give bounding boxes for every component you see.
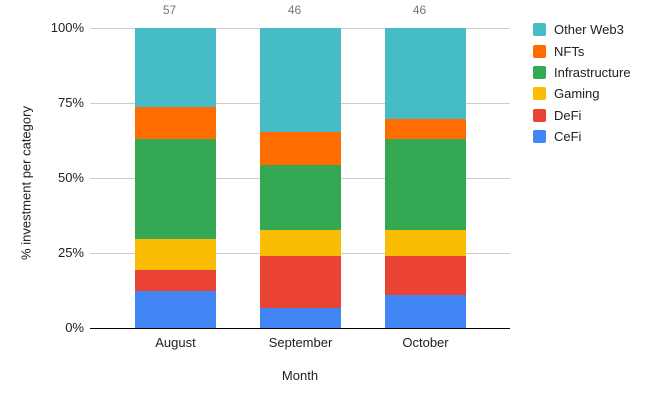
y-axis-tick-label: 50%: [57, 170, 84, 185]
legend-label: Infrastructure: [554, 64, 631, 80]
legend-label: DeFi: [554, 107, 582, 123]
legend-swatch-infrastructure: [533, 65, 546, 79]
legend-label: CeFi: [554, 129, 582, 145]
y-axis-tick-label: 100%: [50, 20, 84, 35]
plot-area: [90, 28, 510, 329]
bar-segment-infrastructure: [260, 164, 341, 231]
bar-segment-other-web3: [385, 28, 466, 120]
legend-item-cefi: CeFi: [533, 126, 631, 147]
bar-segment-nfts: [385, 119, 466, 139]
bar-total-annotation: 57: [162, 3, 177, 17]
legend-item-defi: DeFi: [533, 105, 631, 126]
x-axis-line: [90, 327, 510, 329]
legend-item-other-web3: Other Web3: [533, 19, 631, 40]
legend: Other Web3 NFTs Infrastructure Gaming DeFi Ce…: [533, 19, 631, 147]
bar-september: [260, 28, 341, 328]
legend-label: Gaming: [554, 86, 600, 102]
legend-swatch-other-web3: [533, 23, 546, 37]
legend-label: Other Web3: [554, 22, 624, 38]
bar-segment-other-web3: [260, 28, 341, 133]
bar-segment-gaming: [385, 230, 466, 257]
bar-segment-nfts: [135, 106, 216, 139]
bar-segment-infrastructure: [135, 138, 216, 239]
bar-october: [385, 28, 466, 328]
x-axis-title: Month: [281, 368, 319, 383]
legend-item-infrastructure: Infrastructure: [533, 62, 631, 83]
bar-segment-nfts: [260, 132, 341, 165]
bar-total-annotation: 46: [412, 3, 427, 17]
legend-swatch-nfts: [533, 44, 546, 58]
legend-swatch-gaming: [533, 87, 546, 101]
bar-segment-cefi: [135, 291, 216, 328]
bar-segment-cefi: [260, 308, 341, 328]
x-axis-tick-label: October: [402, 335, 449, 350]
legend-swatch-defi: [533, 108, 546, 122]
x-axis-tick-label: September: [268, 335, 333, 350]
y-axis-tick-label: 25%: [57, 245, 84, 260]
legend-item-gaming: Gaming: [533, 83, 631, 104]
bar-segment-gaming: [260, 230, 341, 257]
bar-segment-defi: [135, 270, 216, 292]
bar-august: [135, 28, 216, 328]
y-axis-tick-label: 75%: [57, 95, 84, 110]
legend-label: NFTs: [554, 43, 585, 59]
x-axis-tick-label: August: [155, 335, 196, 350]
bar-segment-cefi: [385, 295, 466, 328]
bar-segment-defi: [260, 256, 341, 309]
y-axis-tick-label: 0%: [65, 320, 84, 335]
legend-item-nfts: NFTs: [533, 40, 631, 61]
bar-segment-infrastructure: [385, 138, 466, 231]
bar-total-annotation: 46: [287, 3, 302, 17]
legend-swatch-cefi: [533, 130, 546, 144]
bar-segment-defi: [385, 256, 466, 296]
bar-segment-other-web3: [135, 28, 216, 107]
bar-segment-gaming: [135, 238, 216, 271]
